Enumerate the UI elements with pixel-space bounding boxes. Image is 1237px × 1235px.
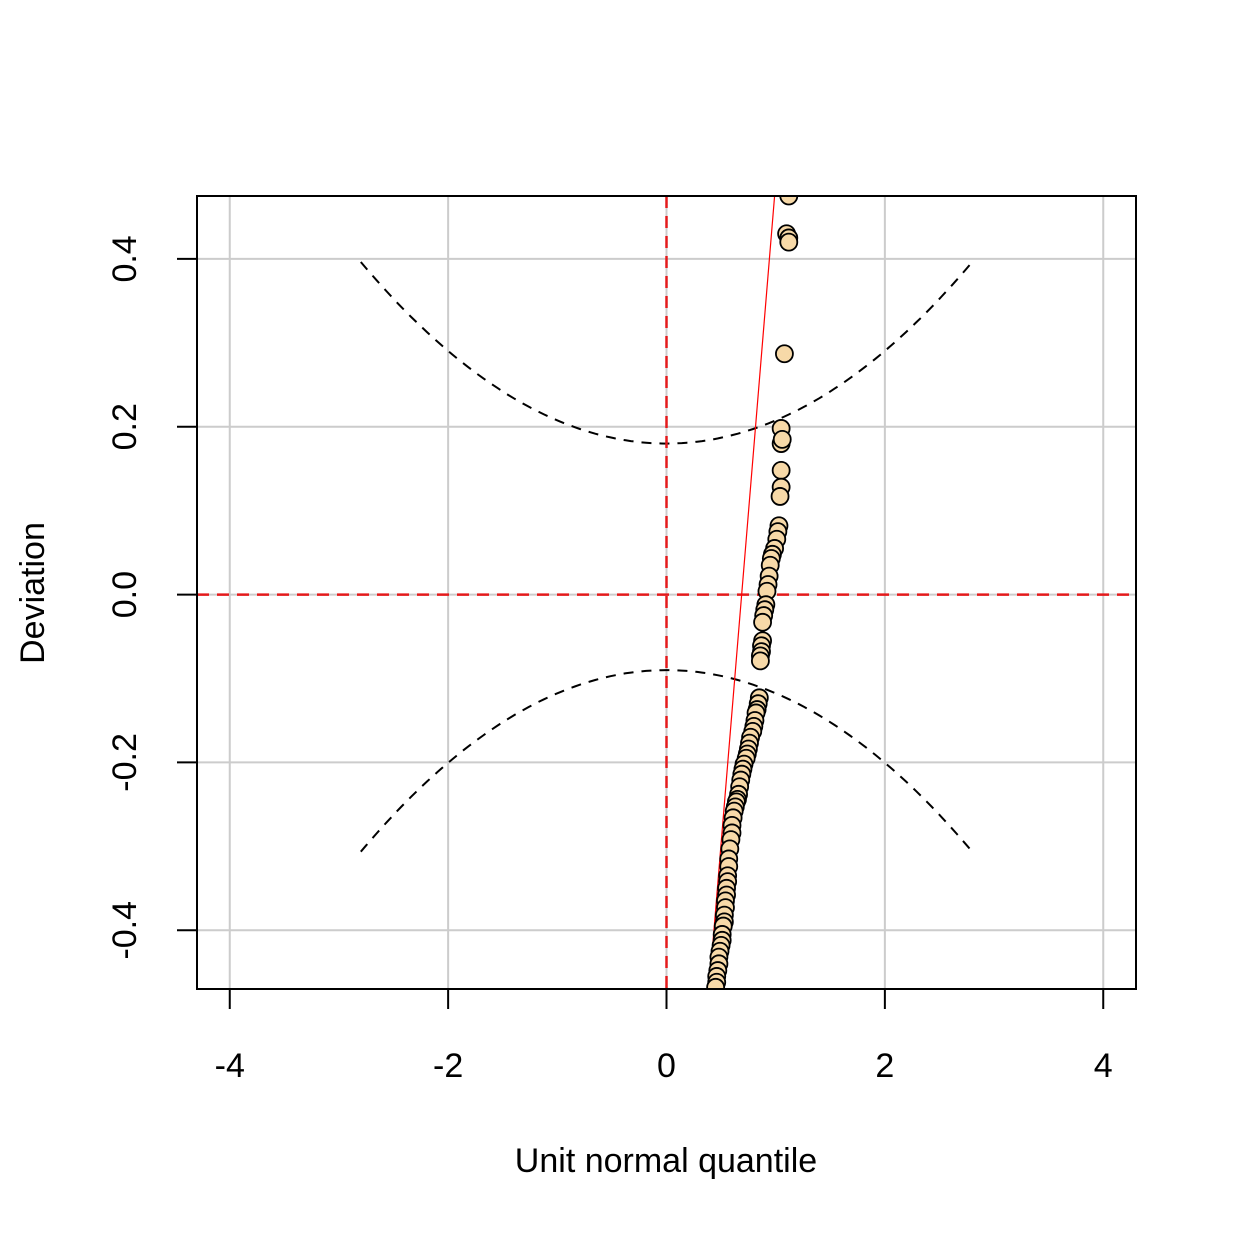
data-point [775,344,794,364]
x-tick-label: 4 [1094,1047,1113,1085]
data-point [706,977,726,989]
x-axis-label: Unit normal quantile [515,1142,817,1180]
data-point [771,461,791,480]
y-tick-label: -0.4 [106,901,144,960]
y-tick-label: 0.4 [106,235,144,282]
data-point [770,487,790,506]
reference-lines [197,196,1136,989]
x-tick-label: -4 [215,1047,245,1085]
data-point [751,651,770,671]
y-tick-label: 0.2 [106,403,144,450]
y-axis-label: Deviation [14,522,52,664]
data-points [706,196,799,989]
confidence-band-lower [360,669,973,853]
data-point [753,612,772,632]
x-axis: -4 -2 0 2 4 [215,989,1113,1085]
data-point [779,196,799,206]
y-axis: -0.4 -0.2 0.0 0.2 0.4 [106,235,197,960]
y-tick-label: -0.2 [106,733,144,792]
x-tick-label: 2 [875,1047,894,1085]
data-point [772,429,792,449]
x-tick-label: 0 [657,1047,676,1085]
y-tick-label: 0.0 [106,571,144,618]
data-point [779,232,799,252]
x-tick-label: -2 [433,1047,463,1085]
